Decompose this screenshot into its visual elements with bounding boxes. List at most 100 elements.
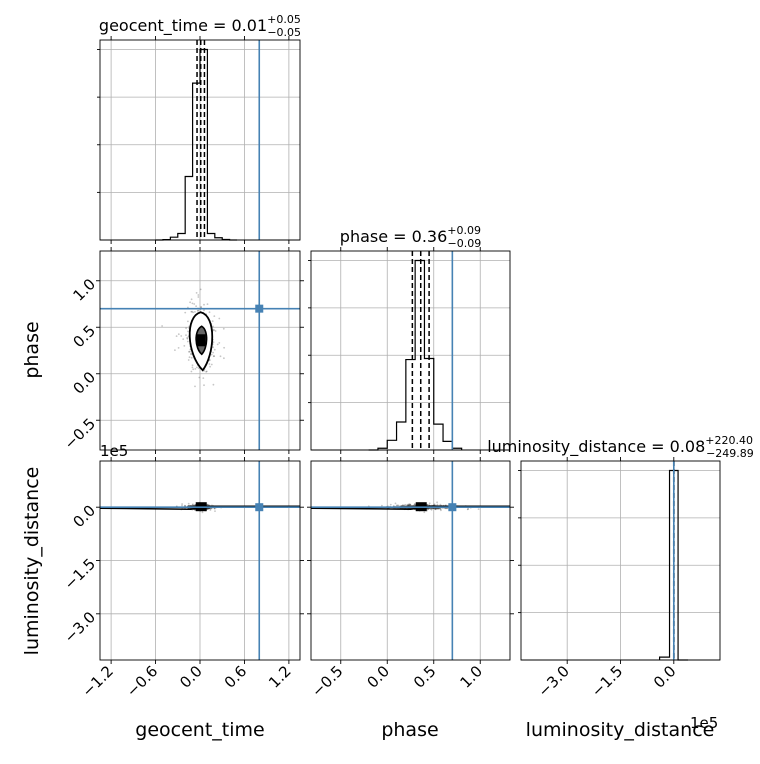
sample-point [394, 502, 397, 505]
sample-point [430, 507, 432, 510]
sample-point [404, 503, 407, 506]
sample-point [427, 508, 430, 510]
sample-point [210, 353, 213, 356]
sample-point [191, 504, 194, 507]
sample-point [408, 503, 411, 506]
sample-point [212, 383, 215, 386]
sample-point [188, 350, 190, 353]
ytick-label-luminosity_distance: 0.0 [69, 502, 99, 532]
sample-point [184, 505, 187, 507]
sample-point [175, 335, 178, 337]
sample-point [161, 325, 164, 327]
sample-point [214, 510, 216, 512]
xtick-label-luminosity_distance: 0.0 [650, 662, 680, 692]
sample-point [407, 504, 410, 507]
sample-point [185, 327, 188, 330]
sample-point [466, 508, 469, 511]
sample-point [381, 504, 383, 507]
ytick-label-phase: −0.5 [61, 415, 99, 453]
sample-point [190, 298, 193, 301]
title-lower-phase: −0.09 [447, 237, 481, 250]
sample-point [192, 504, 194, 507]
sample-point [467, 508, 469, 510]
sample-point [191, 302, 194, 305]
sample-point [412, 504, 415, 507]
sample-point [212, 346, 215, 349]
sample-point [191, 366, 194, 369]
sample-point [212, 325, 214, 328]
sample-point [212, 341, 215, 343]
sample-point [407, 504, 410, 507]
sample-point [213, 315, 216, 317]
ylabel-phase: phase [21, 321, 43, 378]
sample-point [440, 509, 442, 512]
sample-point [193, 504, 196, 507]
sample-point [434, 508, 436, 510]
sample-point [190, 370, 193, 373]
sample-point [439, 507, 441, 510]
sample-point [414, 502, 416, 505]
xlabel-geocent-time: geocent_time [135, 719, 264, 741]
sample-point [186, 340, 189, 343]
sample-point [192, 503, 194, 506]
sample-point [201, 246, 203, 248]
sample-point [213, 507, 216, 510]
sample-point [210, 363, 213, 366]
title-lower-geocent_time: −0.05 [267, 26, 301, 39]
sample-point [208, 311, 211, 314]
sample-point [183, 345, 186, 347]
sample-point [207, 503, 209, 506]
sample-point [432, 507, 434, 510]
sample-point [426, 504, 429, 506]
sample-point [431, 507, 433, 510]
sample-point [436, 507, 439, 510]
sample-point [190, 353, 192, 356]
sample-point [389, 503, 392, 506]
sample-point [397, 504, 400, 507]
sample-point [436, 507, 439, 510]
sample-point [223, 346, 226, 349]
sample-point [403, 504, 406, 506]
ytick-label-phase: 1.0 [69, 275, 99, 305]
sample-point [180, 335, 183, 337]
sample-point [191, 310, 194, 313]
title-upper-phase: +0.09 [447, 224, 481, 237]
sample-point [187, 502, 190, 505]
sample-point [184, 311, 187, 314]
scatter-panel-geocent_time-vs-luminosity_distance [99, 460, 301, 661]
sample-point [409, 503, 411, 506]
sample-point [183, 504, 186, 507]
injection-marker [255, 503, 264, 512]
sample-point [202, 377, 205, 379]
sample-point [211, 320, 214, 322]
sample-point [407, 503, 410, 506]
sample-point [205, 370, 208, 373]
sample-point [188, 350, 191, 353]
xtick-label-geocent_time: 1.2 [265, 662, 295, 692]
sample-point [197, 296, 200, 298]
title-upper-luminosity_distance: +220.40 [705, 434, 753, 447]
title-text-luminosity_distance: luminosity_distance = 0.08+220.40 −249.89 [487, 434, 754, 460]
sample-point [423, 511, 426, 514]
sample-point [206, 507, 209, 510]
sample-point [219, 355, 222, 358]
sample-point [412, 504, 415, 507]
sample-point [408, 505, 411, 507]
sample-point [194, 505, 197, 507]
sample-point [194, 509, 197, 511]
title-main-luminosity_distance: luminosity_distance = 0.08 [487, 437, 705, 457]
sample-point [206, 503, 209, 506]
xtick-label-geocent_time: −1.2 [78, 662, 116, 700]
sample-point [194, 311, 196, 313]
hist-step-phase [368, 259, 463, 451]
sample-point [197, 294, 200, 296]
sample-point [206, 507, 209, 510]
sample-point [430, 508, 433, 511]
xtick-label-luminosity_distance: −3.0 [535, 662, 573, 700]
sample-point [434, 507, 436, 510]
sample-point [195, 292, 198, 294]
injection-marker [448, 503, 457, 512]
sample-point [205, 370, 208, 373]
